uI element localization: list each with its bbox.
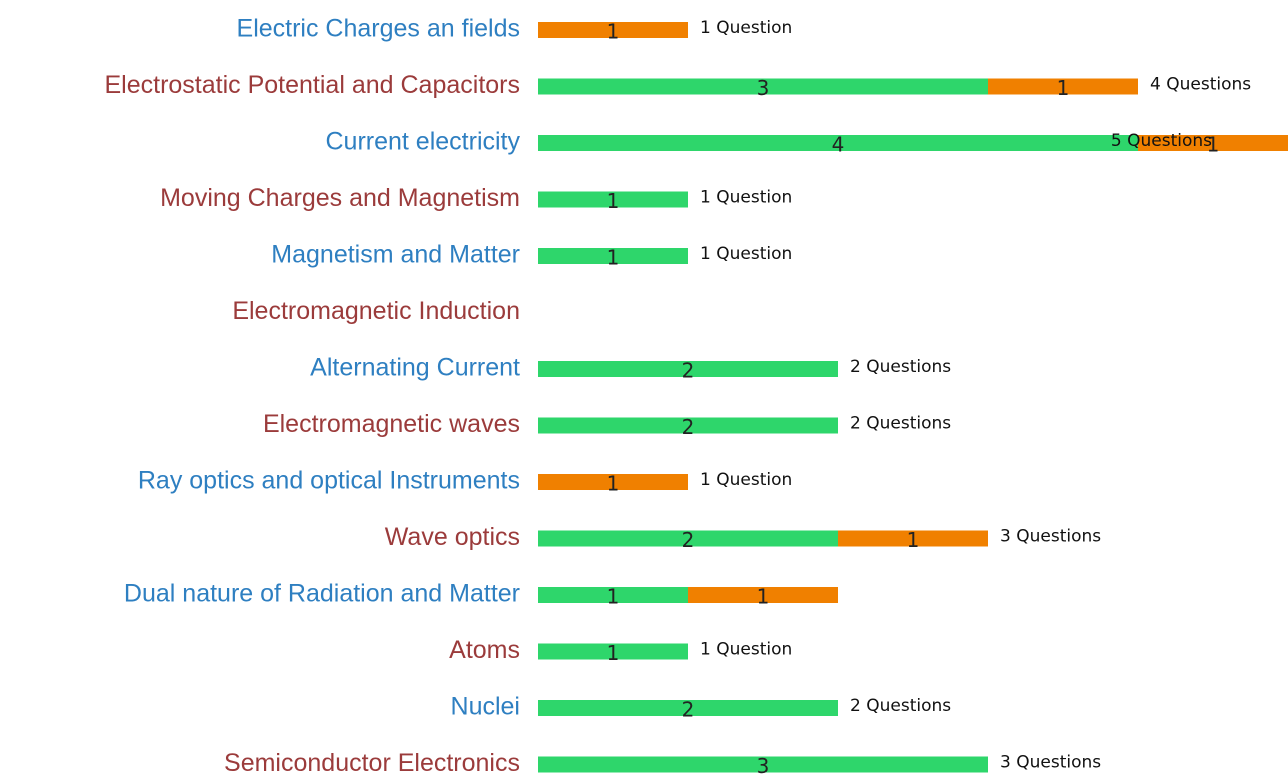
bar-segment bbox=[538, 530, 838, 547]
segment-label: 1 bbox=[607, 189, 620, 213]
bar-segment bbox=[538, 756, 988, 773]
total-label: 2 Questions bbox=[850, 414, 951, 434]
total-label: 3 Questions bbox=[1000, 527, 1101, 547]
bar-segment bbox=[538, 587, 688, 603]
total-label: 3 Questions bbox=[1000, 753, 1101, 773]
total-label: 2 Questions bbox=[850, 357, 951, 377]
total-label: 1 Question bbox=[700, 244, 792, 264]
bar-segment bbox=[538, 248, 688, 264]
bar-segment bbox=[538, 361, 838, 377]
category-label: Electromagnetic waves bbox=[263, 410, 520, 438]
segment-label: 2 bbox=[682, 528, 695, 552]
bar-segment bbox=[1138, 135, 1288, 151]
segment-label: 1 bbox=[607, 585, 620, 609]
segment-label: 1 bbox=[1057, 76, 1070, 100]
category-label: Electromagnetic Induction bbox=[232, 297, 520, 325]
category-label: Moving Charges and Magnetism bbox=[160, 184, 520, 212]
segment-label: 3 bbox=[757, 754, 770, 778]
bar-segment bbox=[838, 530, 988, 547]
segment-label: 1 bbox=[907, 528, 920, 552]
total-label: 1 Question bbox=[700, 640, 792, 660]
segment-label: 2 bbox=[682, 415, 695, 439]
bar-segment bbox=[988, 78, 1138, 95]
segment-label: 1 bbox=[607, 20, 620, 44]
segment-label: 1 bbox=[607, 472, 620, 496]
category-label: Dual nature of Radiation and Matter bbox=[124, 580, 520, 608]
total-label: 5 Questions bbox=[1111, 131, 1212, 151]
category-label: Electric Charges an fields bbox=[237, 15, 520, 43]
bar-segment bbox=[538, 135, 1138, 151]
category-label: Electrostatic Potential and Capacitors bbox=[105, 71, 521, 99]
segment-label: 3 bbox=[757, 76, 770, 100]
category-label: Magnetism and Matter bbox=[271, 241, 520, 269]
bar-segment bbox=[538, 78, 988, 95]
bar-segment bbox=[538, 22, 688, 38]
bar-segment bbox=[538, 643, 688, 660]
bar-segment bbox=[538, 700, 838, 716]
segment-label: 2 bbox=[682, 698, 695, 722]
segment-label: 1 bbox=[757, 585, 770, 609]
segment-label: 1 bbox=[607, 246, 620, 270]
category-label: Wave optics bbox=[385, 523, 520, 551]
category-label: Nuclei bbox=[451, 693, 520, 721]
category-label: Alternating Current bbox=[310, 354, 520, 382]
total-label: 1 Question bbox=[700, 188, 792, 208]
total-label: 1 Question bbox=[700, 18, 792, 38]
category-label: Current electricity bbox=[326, 128, 521, 156]
segment-label: 1 bbox=[1207, 133, 1220, 157]
bar-segment bbox=[688, 587, 838, 603]
total-label: 1 Question bbox=[700, 470, 792, 490]
category-label: Ray optics and optical Instruments bbox=[138, 467, 520, 495]
total-label: 2 Questions bbox=[850, 696, 951, 716]
segment-label: 2 bbox=[682, 359, 695, 383]
bar-segment bbox=[538, 191, 688, 208]
bar-segment bbox=[538, 474, 688, 490]
segment-label: 4 bbox=[832, 133, 845, 157]
category-label: Semiconductor Electronics bbox=[224, 749, 520, 777]
bar-segment bbox=[538, 417, 838, 434]
segment-label: 1 bbox=[607, 641, 620, 665]
total-label: 4 Questions bbox=[1150, 75, 1251, 95]
category-label: Atoms bbox=[449, 636, 520, 664]
